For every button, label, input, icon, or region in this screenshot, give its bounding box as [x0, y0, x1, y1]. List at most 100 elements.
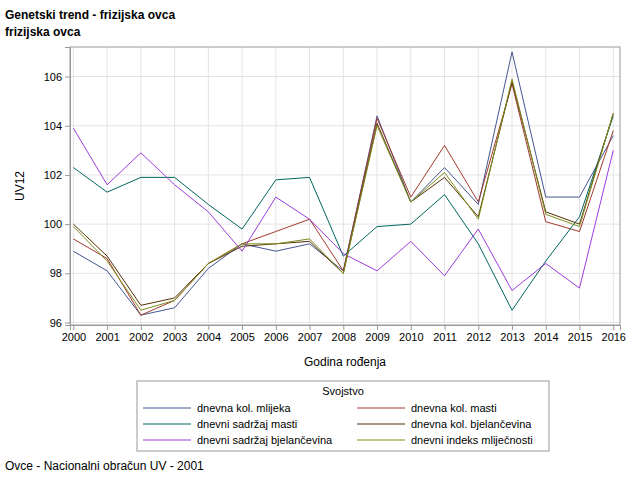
x-tick-label: 2004: [197, 331, 221, 343]
grid-line-x: [107, 47, 108, 325]
chart-container: Genetski trend - frizijska ovcafrizijska…: [0, 0, 640, 480]
x-tick: 2001: [95, 325, 119, 343]
grid-line-x: [545, 47, 546, 325]
x-tick-mark: [242, 325, 243, 330]
x-tick: 2004: [197, 325, 221, 343]
x-tick: 2011: [433, 325, 457, 343]
x-tick-label: 2010: [399, 331, 423, 343]
legend-title: Svojstvo: [322, 385, 364, 397]
legend-swatch: [143, 424, 191, 425]
legend-label: dnevna kol. mlijeka: [197, 402, 291, 414]
x-tick-label: 2002: [129, 331, 153, 343]
grid-line-x: [275, 47, 276, 325]
grid-line-y: [70, 322, 620, 323]
grid-line-x: [377, 47, 378, 325]
x-tick-mark: [613, 325, 614, 330]
x-tick: 2000: [62, 325, 86, 343]
legend-label: dnevni sadržaj bjelančevina: [197, 434, 333, 446]
y-tick: 98: [50, 267, 70, 279]
grid-line-x: [309, 47, 310, 325]
series-line: [73, 128, 613, 290]
grid-line-y: [70, 76, 620, 77]
grid-line-x: [208, 47, 209, 325]
grid-line-x: [410, 47, 411, 325]
series-line: [73, 84, 613, 315]
legend-swatch: [357, 440, 405, 441]
series-line: [73, 116, 613, 310]
x-tick: 2016: [602, 325, 626, 343]
x-tick: 2015: [568, 325, 592, 343]
x-tick: 2010: [399, 325, 423, 343]
y-axis-line: [65, 48, 71, 326]
grid-line-x: [512, 47, 513, 325]
x-tick-label: 2016: [602, 331, 626, 343]
legend-box: [137, 381, 549, 451]
legend-label: dnevna kol. masti: [411, 402, 497, 414]
x-tick: 2006: [264, 325, 288, 343]
x-tick-mark: [343, 325, 344, 330]
y-tick-mark: [65, 175, 70, 176]
x-tick-label: 2005: [230, 331, 254, 343]
legend-swatch: [357, 408, 405, 409]
x-tick: 2013: [500, 325, 524, 343]
x-tick-mark: [478, 325, 479, 330]
x-tick-mark: [276, 325, 277, 330]
y-tick-label: 102: [44, 169, 62, 181]
x-tick-mark: [175, 325, 176, 330]
grid-line-x: [140, 47, 141, 325]
x-tick-mark: [411, 325, 412, 330]
y-tick: 104: [44, 120, 70, 132]
x-tick: 2012: [467, 325, 491, 343]
y-tick-label: 106: [44, 71, 62, 83]
x-tick-label: 2014: [534, 331, 558, 343]
x-tick-mark: [141, 325, 142, 330]
x-tick: 2002: [129, 325, 153, 343]
y-axis-title: UV12: [13, 171, 27, 201]
grid-line-y: [70, 174, 620, 175]
x-tick-mark: [208, 325, 209, 330]
legend-label: dnevna kol. bjelančevina: [411, 418, 532, 430]
x-tick: 2007: [298, 325, 322, 343]
legend-swatch: [357, 424, 405, 425]
x-tick: 2005: [230, 325, 254, 343]
y-tick-label: 96: [50, 317, 62, 329]
y-tick: 96: [50, 317, 70, 329]
x-tick: 2008: [332, 325, 356, 343]
y-axis: 9698100102104106: [44, 48, 71, 329]
subtitle: frizijska ovca: [5, 25, 81, 39]
y-tick-label: 98: [50, 267, 62, 279]
legend-label: dnevni indeks mliječnosti: [411, 434, 533, 446]
x-tick-mark: [310, 325, 311, 330]
x-tick-label: 2011: [433, 331, 457, 343]
x-tick-mark: [377, 325, 378, 330]
grid-line-x: [73, 47, 74, 325]
grid-line-x: [174, 47, 175, 325]
y-tick-mark: [65, 126, 70, 127]
x-tick-label: 2003: [163, 331, 187, 343]
plot-frame: [70, 47, 620, 325]
x-tick-label: 2001: [95, 331, 119, 343]
grid-line-x: [444, 47, 445, 325]
y-tick-mark: [65, 323, 70, 324]
grid-line-y: [70, 224, 620, 225]
x-tick: 2003: [163, 325, 187, 343]
x-tick-label: 2015: [568, 331, 592, 343]
legend-swatch: [143, 440, 191, 441]
y-tick-label: 104: [44, 120, 62, 132]
x-tick-label: 2013: [500, 331, 524, 343]
x-tick-label: 2009: [365, 331, 389, 343]
y-tick-mark: [65, 273, 70, 274]
y-tick-mark: [65, 77, 70, 78]
legend-swatch: [143, 408, 191, 409]
x-tick: 2014: [534, 325, 558, 343]
x-tick-mark: [445, 325, 446, 330]
y-tick-mark: [65, 224, 70, 225]
x-tick-label: 2008: [332, 331, 356, 343]
x-tick-label: 2007: [298, 331, 322, 343]
x-tick-label: 2000: [62, 331, 86, 343]
x-tick: 2009: [365, 325, 389, 343]
grid-line-x: [343, 47, 344, 325]
legend: Svojstvo dnevna kol. mlijeka dnevna kol. m…: [137, 381, 549, 451]
x-tick-mark: [512, 325, 513, 330]
grid-line-x: [242, 47, 243, 325]
